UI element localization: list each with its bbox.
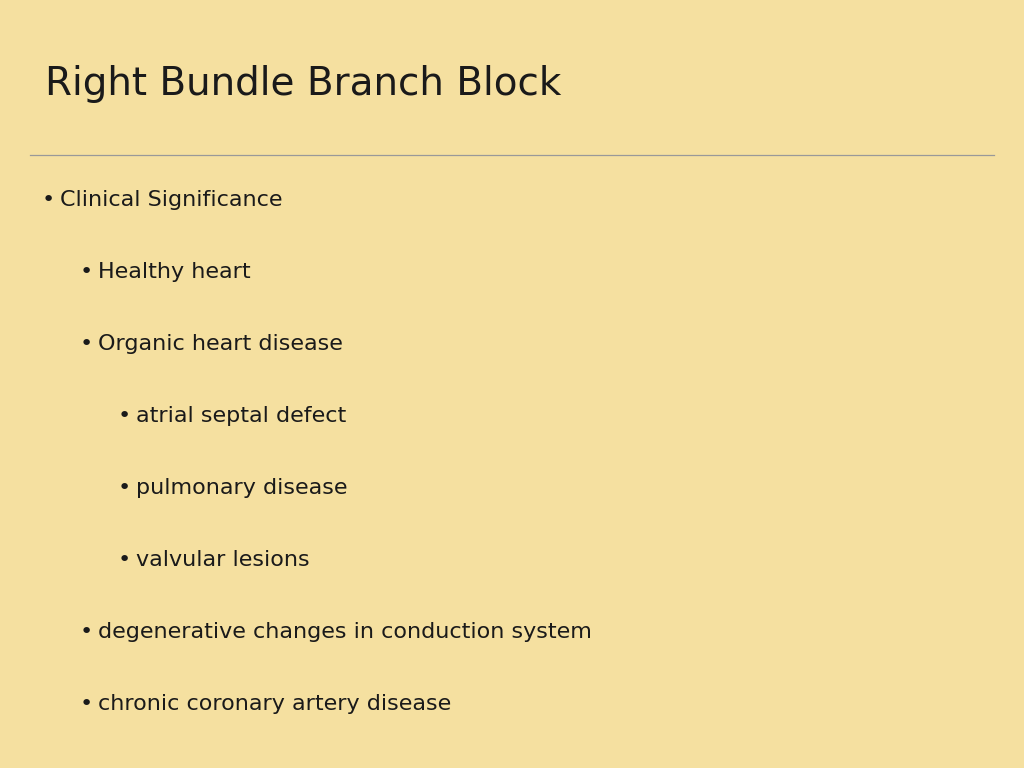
Text: Organic heart disease: Organic heart disease xyxy=(98,334,343,354)
Text: •: • xyxy=(80,262,93,282)
Text: •: • xyxy=(118,406,131,426)
Text: pulmonary disease: pulmonary disease xyxy=(136,478,347,498)
Text: •: • xyxy=(118,478,131,498)
Text: degenerative changes in conduction system: degenerative changes in conduction syste… xyxy=(98,622,592,642)
Text: valvular lesions: valvular lesions xyxy=(136,550,309,570)
Text: •: • xyxy=(118,550,131,570)
Text: Healthy heart: Healthy heart xyxy=(98,262,251,282)
Text: Clinical Significance: Clinical Significance xyxy=(60,190,283,210)
Text: •: • xyxy=(80,694,93,714)
Text: Right Bundle Branch Block: Right Bundle Branch Block xyxy=(45,65,561,103)
Text: •: • xyxy=(80,334,93,354)
Text: •: • xyxy=(80,622,93,642)
Text: •: • xyxy=(42,190,55,210)
Text: atrial septal defect: atrial septal defect xyxy=(136,406,346,426)
Text: chronic coronary artery disease: chronic coronary artery disease xyxy=(98,694,452,714)
